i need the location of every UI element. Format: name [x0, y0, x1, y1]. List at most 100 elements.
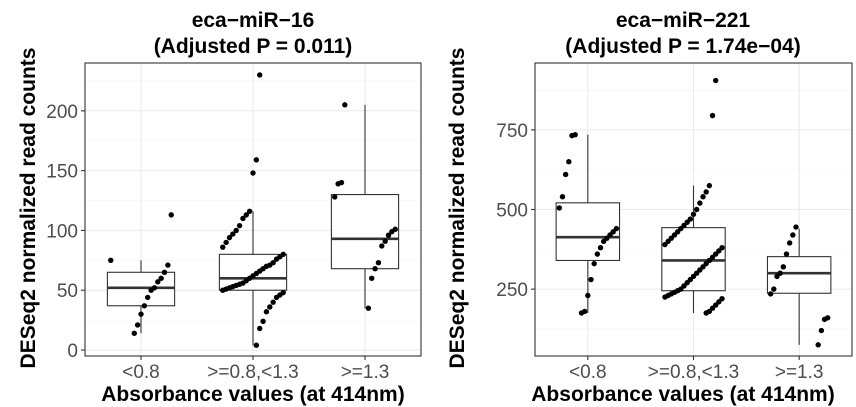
panel-title: eca−miR−16	[192, 9, 315, 32]
data-point	[161, 269, 168, 275]
data-point	[569, 132, 575, 139]
data-point	[771, 286, 777, 292]
data-point	[767, 291, 774, 297]
data-point	[141, 303, 148, 309]
data-point	[138, 311, 144, 317]
data-point	[780, 264, 787, 270]
data-point	[385, 232, 392, 238]
data-point	[233, 227, 239, 234]
data-point	[165, 262, 171, 268]
y-tick-label: 100	[46, 221, 78, 242]
data-point	[223, 239, 229, 246]
data-point	[594, 251, 601, 257]
y-tick-label: 0	[67, 341, 78, 362]
data-point	[578, 310, 585, 316]
data-point	[693, 206, 700, 213]
data-point	[662, 294, 668, 300]
panel-subtitle: (Adjusted P = 0.011)	[154, 35, 353, 58]
data-point	[783, 251, 790, 257]
data-point	[703, 310, 709, 316]
data-point	[108, 257, 114, 264]
y-tick-label: 750	[496, 121, 528, 142]
data-point	[148, 287, 154, 293]
data-point	[134, 322, 141, 328]
panel-subtitle: (Adjusted P = 1.74e−04)	[565, 35, 800, 58]
data-point	[690, 211, 697, 217]
data-point	[226, 234, 233, 241]
data-point	[263, 309, 270, 315]
y-axis-title: DESeq2 normalized read counts	[446, 48, 469, 369]
data-point	[712, 77, 719, 84]
x-tick-label: <0.8	[569, 362, 607, 383]
x-tick-label: >=0.8,<1.3	[648, 362, 739, 383]
data-point	[372, 265, 378, 272]
data-point	[382, 238, 388, 244]
data-point	[369, 275, 375, 281]
data-point	[786, 240, 793, 246]
x-tick-label: >=1.3	[341, 362, 390, 383]
data-point	[220, 244, 226, 250]
data-point	[220, 287, 226, 293]
data-point	[267, 304, 273, 310]
panel-mir-221: eca−miR−221 (Adjusted P = 1.74e−04) DESe…	[446, 9, 853, 406]
data-point	[585, 292, 591, 299]
data-point	[332, 194, 338, 200]
data-point	[273, 256, 280, 262]
data-point	[236, 222, 243, 229]
data-point	[815, 342, 821, 348]
data-point	[253, 157, 260, 163]
data-point	[342, 102, 348, 108]
data-point	[700, 194, 706, 200]
y-tick-label: 200	[46, 102, 78, 123]
data-point	[253, 342, 260, 348]
data-point	[240, 215, 246, 222]
x-axis-title: Absorbance values (at 414nm)	[531, 383, 834, 406]
data-point	[774, 273, 780, 280]
data-point	[260, 318, 266, 325]
data-point	[250, 170, 256, 176]
y-tick-label: 150	[46, 162, 78, 183]
data-point	[818, 327, 825, 334]
data-point	[709, 112, 716, 119]
y-axis-title: DESeq2 normalized read counts	[17, 48, 40, 369]
data-point	[375, 260, 382, 266]
x-axis-title: Absorbance values (at 414nm)	[101, 383, 404, 406]
data-point	[562, 171, 569, 178]
data-point	[168, 212, 174, 218]
data-point	[230, 231, 236, 237]
x-tick-label: >=0.8,<1.3	[207, 362, 298, 383]
box-iqr	[555, 202, 621, 262]
data-point	[270, 299, 276, 305]
data-point	[257, 325, 263, 332]
data-point	[600, 238, 607, 245]
data-point	[662, 241, 668, 248]
panel-mir-16: eca−miR−16 (Adjusted P = 0.011) DESeq2 n…	[17, 9, 422, 406]
data-point	[566, 159, 572, 165]
data-point	[706, 182, 713, 189]
data-point	[597, 245, 604, 251]
data-point	[703, 189, 709, 195]
panel-title: eca−miR−221	[616, 9, 751, 32]
data-point	[588, 276, 594, 283]
data-point	[131, 330, 137, 336]
data-point	[273, 294, 280, 301]
data-point	[591, 260, 597, 267]
data-point	[379, 243, 385, 249]
y-tick-label: 500	[496, 201, 528, 222]
data-point	[389, 228, 395, 235]
data-point	[697, 200, 703, 206]
data-point	[335, 181, 341, 187]
data-point	[821, 316, 828, 323]
y-tick-label: 50	[57, 281, 78, 302]
data-point	[257, 72, 263, 78]
data-point	[155, 279, 161, 285]
box-iqr	[330, 194, 400, 270]
data-point	[145, 294, 151, 301]
data-point	[246, 208, 253, 214]
data-point	[556, 205, 563, 211]
data-point	[243, 212, 249, 218]
x-tick-label: <0.8	[122, 362, 160, 383]
data-point	[790, 232, 796, 238]
